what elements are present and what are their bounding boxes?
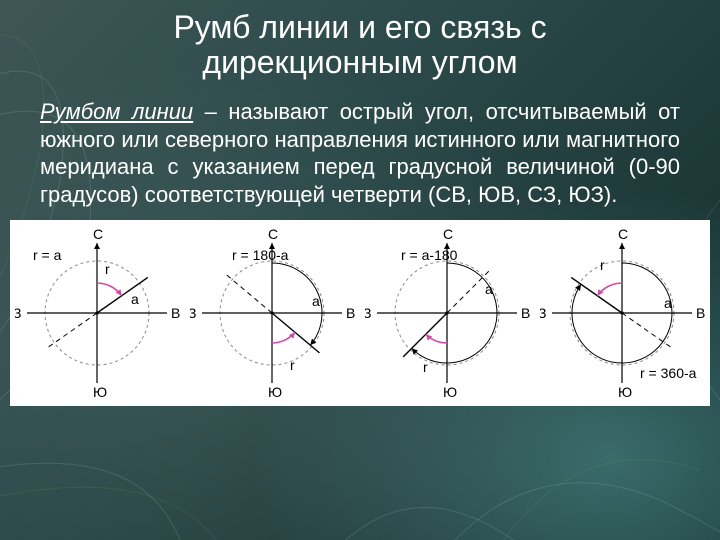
- svg-text:a: a: [664, 295, 672, 311]
- diagram-strip: С Ю В З r a r = a С Ю В З: [10, 220, 710, 406]
- svg-text:r: r: [290, 357, 295, 373]
- svg-text:r = a: r = a: [33, 247, 62, 263]
- svg-text:С: С: [443, 228, 453, 242]
- svg-text:a: a: [131, 291, 139, 307]
- svg-text:С: С: [618, 228, 628, 242]
- diagram-quadrant-4: С Ю В З r a r = 360-a: [540, 228, 705, 398]
- svg-text:С: С: [268, 228, 278, 242]
- title-line-1: Румб линии и его связь с: [173, 9, 546, 45]
- diagram-quadrant-3: С Ю В З r a r = a-180: [365, 228, 530, 398]
- slide-title: Румб линии и его связь с дирекционным уг…: [0, 0, 720, 80]
- svg-text:З: З: [15, 305, 21, 321]
- svg-text:a: a: [485, 281, 493, 297]
- svg-text:Ю: Ю: [93, 384, 107, 398]
- definition-text: Румбом линии – называют острый угол, отс…: [40, 98, 680, 208]
- svg-text:r = 180-a: r = 180-a: [232, 247, 289, 263]
- svg-text:r: r: [423, 359, 428, 375]
- svg-text:В: В: [171, 305, 180, 321]
- svg-text:Ю: Ю: [443, 384, 457, 398]
- svg-text:В: В: [346, 305, 355, 321]
- svg-text:r: r: [105, 261, 110, 277]
- diagram-quadrant-2: С Ю В З r a r = 180-a: [190, 228, 355, 398]
- slide-root: Румб линии и его связь с дирекционным уг…: [0, 0, 720, 540]
- svg-text:Ю: Ю: [618, 384, 632, 398]
- svg-text:В: В: [696, 305, 705, 321]
- diagram-quadrant-1: С Ю В З r a r = a: [15, 228, 180, 398]
- svg-text:r: r: [600, 257, 605, 273]
- svg-text:З: З: [365, 305, 371, 321]
- svg-text:З: З: [540, 305, 546, 321]
- svg-text:С: С: [93, 228, 103, 242]
- svg-text:В: В: [521, 305, 530, 321]
- svg-text:a: a: [312, 293, 320, 309]
- title-line-2: дирекционным углом: [202, 44, 517, 80]
- definition-term: Румбом линии: [40, 99, 193, 124]
- svg-text:r = 360-a: r = 360-a: [640, 365, 697, 381]
- svg-text:Ю: Ю: [268, 384, 282, 398]
- svg-text:З: З: [190, 305, 196, 321]
- svg-text:r = a-180: r = a-180: [401, 247, 458, 263]
